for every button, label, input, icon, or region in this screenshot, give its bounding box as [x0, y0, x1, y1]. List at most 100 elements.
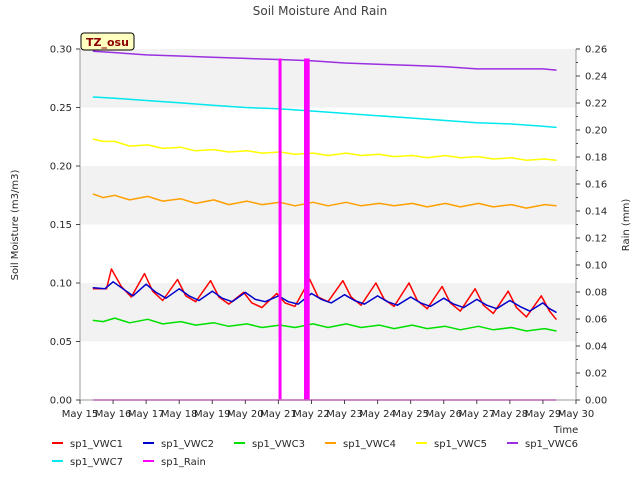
legend-label: sp1_VWC3 [252, 439, 305, 450]
data-point [426, 328, 428, 330]
data-point [213, 199, 215, 201]
data-point [294, 153, 296, 155]
data-point [441, 285, 443, 288]
x-tick-label: May 26 [425, 409, 462, 420]
data-point [510, 326, 513, 329]
data-point [408, 282, 410, 284]
data-point [294, 205, 296, 207]
data-point [213, 322, 215, 324]
data-point [375, 282, 377, 284]
data-point [211, 56, 213, 58]
data-point [112, 51, 114, 54]
data-point [360, 154, 362, 157]
series-line [93, 281, 557, 313]
data-point [343, 112, 346, 114]
data-point [198, 299, 200, 302]
y2-tick-label: 0.08 [585, 288, 607, 299]
data-point [129, 145, 131, 147]
data-point [294, 326, 296, 329]
legend-item: sp1_VWC1 [52, 439, 123, 450]
data-point [147, 195, 149, 198]
data-point [143, 273, 146, 275]
x-tick-label: May 29 [525, 409, 562, 420]
data-point [393, 156, 395, 158]
data-point [211, 104, 213, 106]
y2-tick-label: 0.20 [585, 126, 607, 137]
data-point [261, 152, 263, 154]
data-point [486, 304, 488, 306]
x-tick-label: May 30 [558, 409, 595, 420]
data-point [543, 328, 546, 330]
data-point [509, 123, 511, 125]
data-point [129, 199, 131, 201]
data-point [210, 280, 212, 282]
data-point [92, 50, 94, 52]
data-point [211, 290, 213, 292]
data-point [459, 206, 461, 208]
data-point [294, 305, 296, 307]
series-sp1_Rain [92, 58, 557, 401]
x-tick-label: May 20 [227, 409, 264, 420]
data-point [363, 303, 365, 305]
data-point [477, 325, 480, 327]
data-point [327, 205, 329, 207]
data-point [244, 106, 246, 109]
data-point [515, 306, 518, 309]
data-point [244, 291, 246, 293]
data-point [345, 201, 347, 203]
x-tick-label: May 23 [326, 409, 363, 420]
data-point [459, 329, 461, 331]
legend-label: sp1_VWC6 [525, 439, 578, 450]
x-tick-label: May 19 [194, 409, 231, 420]
data-point [525, 207, 528, 209]
data-point [312, 152, 314, 154]
data-point [378, 202, 380, 205]
data-point [185, 295, 187, 297]
y2-tick-label: 0.14 [585, 207, 607, 218]
data-point [378, 153, 380, 155]
data-point [112, 97, 114, 99]
data-point [525, 159, 528, 161]
data-point [411, 154, 413, 157]
data-point [110, 268, 113, 270]
data-point [244, 57, 246, 59]
data-point [102, 196, 104, 199]
data-point [92, 319, 94, 322]
x-tick-label: May 28 [492, 409, 529, 420]
data-point [492, 206, 494, 208]
data-point [555, 330, 557, 332]
data-point [221, 297, 223, 299]
data-point [410, 64, 412, 66]
data-point [459, 310, 461, 312]
data-point [132, 295, 134, 297]
data-point [410, 296, 412, 298]
x-tick-label: May 21 [260, 409, 297, 420]
data-point [543, 204, 546, 206]
legend-item: sp1_VWC4 [325, 439, 396, 450]
data-point [540, 295, 542, 297]
data-point [228, 151, 230, 153]
data-point [276, 292, 278, 295]
data-point [188, 295, 190, 297]
data-point [261, 204, 263, 206]
data-point [542, 68, 544, 70]
data-point [396, 304, 399, 306]
data-point [476, 122, 478, 124]
data-point [246, 200, 248, 202]
data-point [310, 60, 313, 62]
data-point [251, 302, 253, 304]
legend: sp1_VWC1 sp1_VWC2 sp1_VWC3 sp1_VWC4 sp1_VWC5… [52, 439, 578, 468]
y-tick-label: 0.10 [50, 279, 72, 290]
grid-band [80, 49, 576, 108]
data-point [178, 288, 180, 290]
y2-axis-title: Rain (mm) [621, 199, 632, 252]
data-point [297, 303, 299, 305]
y2-tick-label: 0.16 [585, 180, 607, 191]
legend-item: sp1_VWC2 [143, 439, 214, 450]
data-point [180, 321, 182, 323]
x-tick-label: May 16 [95, 409, 132, 420]
data-point [548, 308, 551, 310]
data-point [378, 324, 380, 326]
series-line [93, 317, 557, 332]
data-point [122, 288, 124, 290]
